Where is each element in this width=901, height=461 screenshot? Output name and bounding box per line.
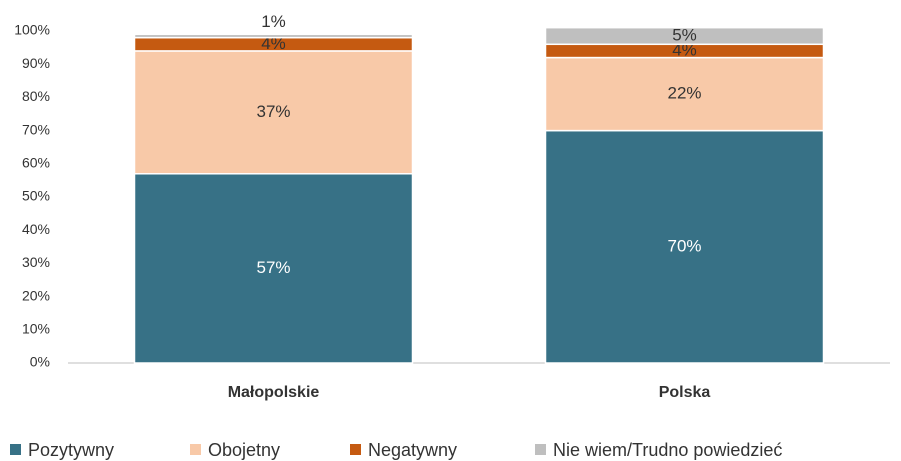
legend-label: Negatywny [368, 440, 457, 460]
legend-label: Obojetny [208, 440, 280, 460]
y-tick-label: 30% [22, 254, 50, 270]
x-tick-label: Małopolskie [228, 384, 320, 401]
legend-swatch [10, 444, 21, 455]
bar-segment [133, 33, 414, 39]
data-label: 4% [672, 40, 697, 59]
y-tick-label: 40% [22, 221, 50, 237]
data-label: 4% [261, 34, 286, 53]
data-label: 37% [256, 102, 290, 121]
y-tick-label: 90% [22, 55, 50, 71]
y-tick-label: 0% [30, 354, 50, 370]
data-label: 57% [256, 258, 290, 277]
legend-swatch [535, 444, 546, 455]
y-tick-label: 70% [22, 121, 50, 137]
y-tick-label: 60% [22, 155, 50, 171]
bar-segment [544, 56, 825, 132]
legend-label: Nie wiem/Trudno powiedzieć [553, 440, 782, 460]
bar-segment [133, 50, 414, 175]
y-tick-label: 80% [22, 88, 50, 104]
data-label: 5% [672, 25, 697, 44]
bar-segment [544, 129, 825, 364]
y-tick-label: 100% [14, 22, 50, 38]
data-label: 22% [667, 84, 701, 103]
y-tick-label: 20% [22, 287, 50, 303]
legend-label: Pozytywny [28, 440, 114, 460]
x-tick-label: Polska [659, 384, 711, 401]
data-label: 1% [261, 12, 286, 31]
data-label: 70% [667, 236, 701, 255]
legend-swatch [190, 444, 201, 455]
y-tick-label: 50% [22, 188, 50, 204]
y-tick-label: 10% [22, 321, 50, 337]
legend-swatch [350, 444, 361, 455]
bar-segment [133, 173, 414, 364]
bar-segment [544, 26, 825, 46]
